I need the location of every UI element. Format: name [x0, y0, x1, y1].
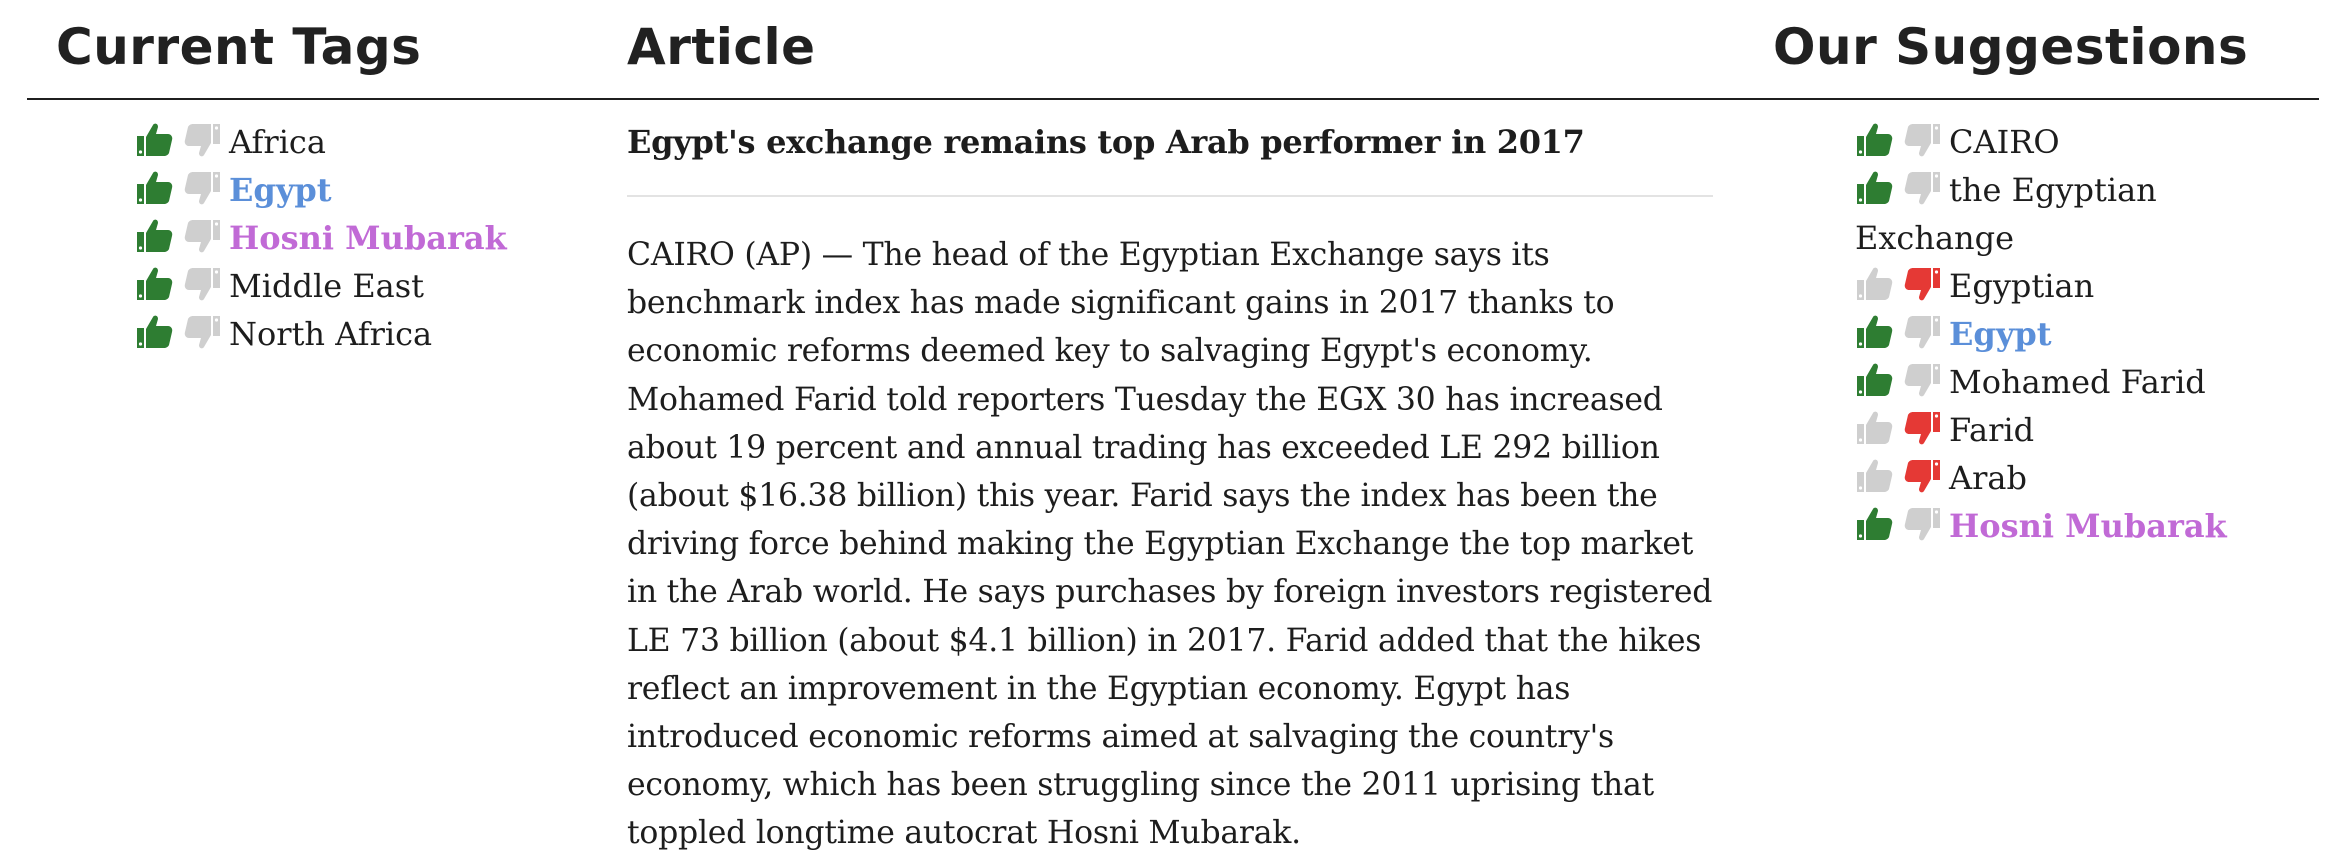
tag-item: Egyptian: [1855, 262, 2235, 310]
thumbs-down-icon[interactable]: [1902, 360, 1942, 400]
article-title: Egypt's exchange remains top Arab perfor…: [627, 123, 1585, 161]
thumbs-up-icon[interactable]: [135, 312, 175, 352]
thumbs-down-icon[interactable]: [1902, 264, 1942, 304]
tag-item: Farid: [1855, 406, 2235, 454]
article-body: CAIRO (AP) — The head of the Egyptian Ex…: [627, 237, 1713, 852]
tag-item: the Egyptian Exchange: [1855, 166, 2235, 262]
thumbs-down-icon[interactable]: [1902, 120, 1942, 160]
thumbs-down-icon[interactable]: [182, 312, 222, 352]
tag-item: Arab: [1855, 454, 2235, 502]
thumbs-down-icon[interactable]: [1902, 456, 1942, 496]
tag-link[interactable]: Egypt: [229, 171, 332, 209]
thumbs-up-icon[interactable]: [135, 264, 175, 304]
thumbs-up-icon[interactable]: [135, 216, 175, 256]
tag-link[interactable]: Hosni Mubarak: [229, 219, 507, 257]
tag-label: Egyptian: [1949, 267, 2095, 305]
tag-link[interactable]: Egypt: [1949, 315, 2052, 353]
thumbs-down-icon[interactable]: [182, 264, 222, 304]
thumbs-up-icon[interactable]: [1855, 360, 1895, 400]
thumbs-down-icon[interactable]: [182, 216, 222, 256]
tag-label: North Africa: [229, 315, 433, 353]
article-heading: Article: [627, 18, 816, 76]
thumbs-down-icon[interactable]: [1902, 168, 1942, 208]
article-title-divider: [627, 195, 1713, 197]
tag-item: Egypt: [135, 166, 575, 214]
thumbs-down-icon[interactable]: [1902, 504, 1942, 544]
tag-link[interactable]: Hosni Mubarak: [1949, 507, 2227, 545]
thumbs-up-icon[interactable]: [1855, 120, 1895, 160]
thumbs-down-icon[interactable]: [1902, 408, 1942, 448]
thumbs-down-icon[interactable]: [182, 120, 222, 160]
thumbs-up-icon[interactable]: [135, 168, 175, 208]
tag-label: Farid: [1949, 411, 2035, 449]
tag-label: CAIRO: [1949, 123, 2060, 161]
tag-item: Egypt: [1855, 310, 2235, 358]
current-tags-list: Africa Egypt Hosni Mubarak Middle East North…: [135, 118, 575, 358]
thumbs-up-icon[interactable]: [1855, 312, 1895, 352]
tag-label: Arab: [1949, 459, 2027, 497]
thumbs-up-icon[interactable]: [1855, 456, 1895, 496]
tag-label: Mohamed Farid: [1949, 363, 2206, 401]
suggestions-list: CAIRO the Egyptian Exchange Egyptian Egypt M…: [1855, 118, 2235, 550]
tag-item: CAIRO: [1855, 118, 2235, 166]
thumbs-up-icon[interactable]: [1855, 168, 1895, 208]
current-tags-heading: Current Tags: [56, 18, 422, 76]
tag-item: Mohamed Farid: [1855, 358, 2235, 406]
tag-item: Africa: [135, 118, 575, 166]
header-divider: [27, 98, 2319, 100]
tag-item: North Africa: [135, 310, 575, 358]
thumbs-down-icon[interactable]: [1902, 312, 1942, 352]
tag-label: Africa: [229, 123, 326, 161]
tag-item: Hosni Mubarak: [1855, 502, 2235, 550]
tag-item: Hosni Mubarak: [135, 214, 575, 262]
thumbs-up-icon[interactable]: [1855, 504, 1895, 544]
tag-item: Middle East: [135, 262, 575, 310]
thumbs-up-icon[interactable]: [1855, 264, 1895, 304]
thumbs-down-icon[interactable]: [182, 168, 222, 208]
suggestions-heading: Our Suggestions: [1773, 18, 2249, 76]
tag-label: the Egyptian Exchange: [1855, 171, 2157, 257]
thumbs-up-icon[interactable]: [1855, 408, 1895, 448]
thumbs-up-icon[interactable]: [135, 120, 175, 160]
tag-label: Middle East: [229, 267, 425, 305]
